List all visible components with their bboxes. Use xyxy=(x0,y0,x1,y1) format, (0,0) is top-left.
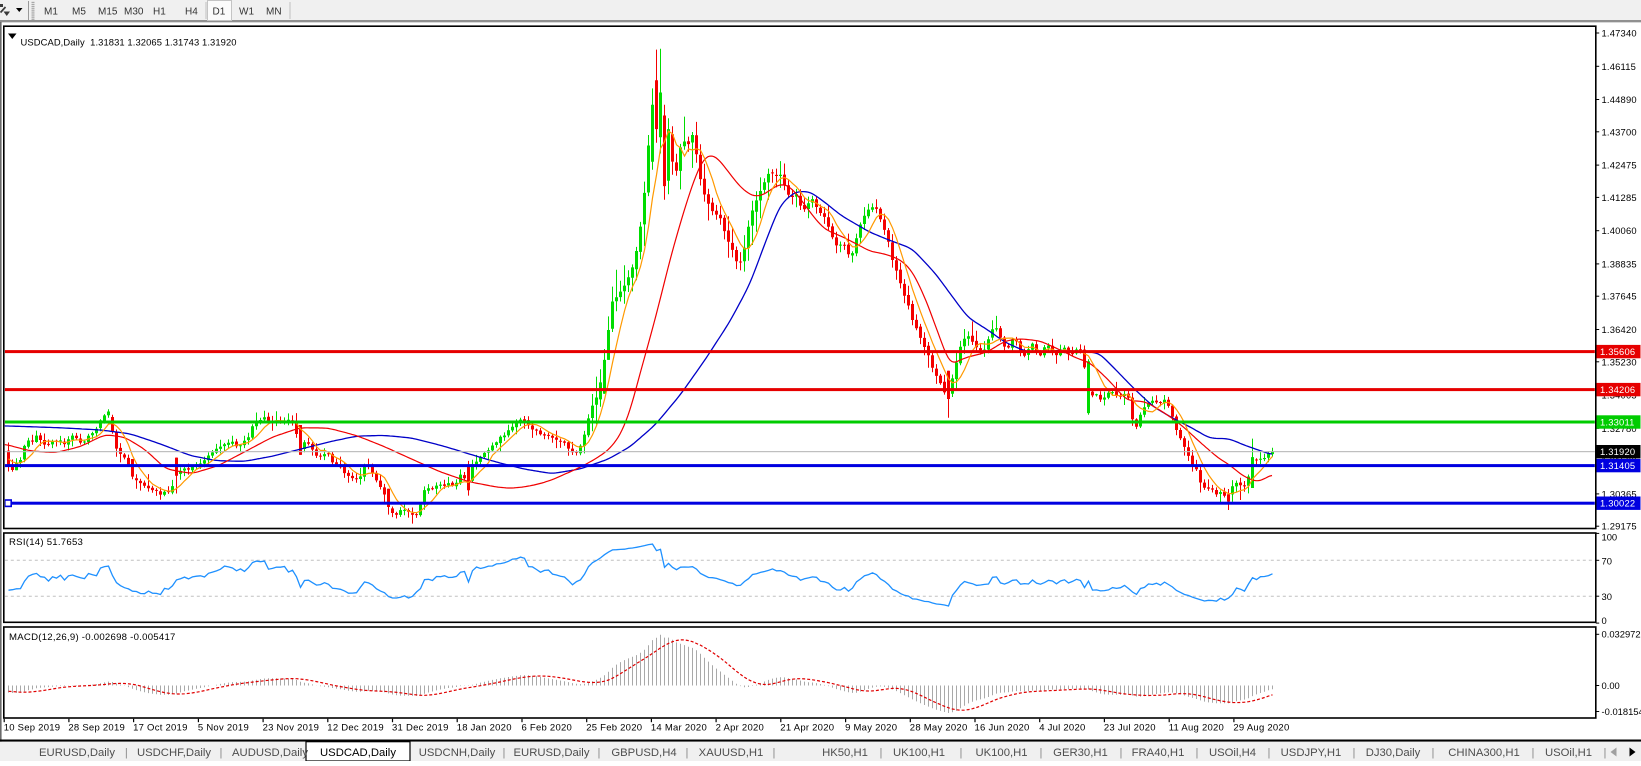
svg-text:|: | xyxy=(503,747,506,759)
svg-text:5 Nov 2019: 5 Nov 2019 xyxy=(198,723,249,734)
svg-text:6 Feb 2020: 6 Feb 2020 xyxy=(522,723,573,734)
svg-text:29 Aug 2020: 29 Aug 2020 xyxy=(1233,723,1289,734)
svg-text:1.38835: 1.38835 xyxy=(1602,258,1637,269)
svg-text:HK50,H1: HK50,H1 xyxy=(822,747,868,759)
svg-text:XAUUSD,H1: XAUUSD,H1 xyxy=(699,747,764,759)
svg-text:MN: MN xyxy=(266,7,282,18)
svg-text:UK100,H1: UK100,H1 xyxy=(893,747,945,759)
svg-text:1.37645: 1.37645 xyxy=(1602,291,1637,302)
svg-text:16 Jun 2020: 16 Jun 2020 xyxy=(975,723,1030,734)
svg-text:USDCAD,Daily: USDCAD,Daily xyxy=(320,747,396,759)
svg-text:1.47340: 1.47340 xyxy=(1602,28,1637,39)
svg-text:RSI(14) 51.7653: RSI(14) 51.7653 xyxy=(9,537,83,548)
svg-text:1.42475: 1.42475 xyxy=(1602,160,1637,171)
svg-text:|: | xyxy=(1532,747,1535,759)
svg-text:1.34206: 1.34206 xyxy=(1600,384,1635,395)
svg-text:W1: W1 xyxy=(239,7,254,18)
svg-text:1.33011: 1.33011 xyxy=(1600,417,1635,428)
svg-text:0.032972: 0.032972 xyxy=(1602,629,1641,640)
svg-text:|: | xyxy=(1604,747,1607,759)
svg-text:MACD(12,26,9) -0.002698 -0.005: MACD(12,26,9) -0.002698 -0.005417 xyxy=(9,632,176,643)
svg-text:23 Jul 2020: 23 Jul 2020 xyxy=(1104,723,1156,734)
svg-text:70: 70 xyxy=(1602,555,1612,566)
svg-text:1.36420: 1.36420 xyxy=(1602,324,1637,335)
svg-text:M5: M5 xyxy=(72,7,86,18)
svg-text:M30: M30 xyxy=(124,7,144,18)
svg-text:1.43700: 1.43700 xyxy=(1602,126,1637,137)
svg-text:14 Mar 2020: 14 Mar 2020 xyxy=(651,723,707,734)
svg-text:|: | xyxy=(1040,747,1043,759)
svg-text:|: | xyxy=(880,747,883,759)
svg-text:10 Sep 2019: 10 Sep 2019 xyxy=(4,723,61,734)
svg-text:30: 30 xyxy=(1602,591,1612,602)
svg-text:1.44890: 1.44890 xyxy=(1602,94,1637,105)
svg-text:H4: H4 xyxy=(185,7,198,18)
svg-text:21 Apr 2020: 21 Apr 2020 xyxy=(780,723,834,734)
svg-text:EURUSD,Daily: EURUSD,Daily xyxy=(39,747,115,759)
svg-text:|: | xyxy=(1196,747,1199,759)
svg-text:|: | xyxy=(125,747,128,759)
svg-text:1.29175: 1.29175 xyxy=(1602,521,1637,532)
svg-text:1.31920: 1.31920 xyxy=(1600,446,1635,457)
svg-text:1.40060: 1.40060 xyxy=(1602,225,1637,236)
svg-text:11 Aug 2020: 11 Aug 2020 xyxy=(1169,723,1224,734)
svg-text:USDJPY,H1: USDJPY,H1 xyxy=(1281,747,1342,759)
svg-text:H1: H1 xyxy=(153,7,166,18)
svg-text:28 May 2020: 28 May 2020 xyxy=(910,723,968,734)
svg-text:M1: M1 xyxy=(44,7,58,18)
svg-text:25 Feb 2020: 25 Feb 2020 xyxy=(586,723,642,734)
svg-text:31 Dec 2019: 31 Dec 2019 xyxy=(392,723,449,734)
svg-text:|: | xyxy=(1432,747,1435,759)
svg-text:17 Oct 2019: 17 Oct 2019 xyxy=(133,723,188,734)
svg-text:USDCNH,Daily: USDCNH,Daily xyxy=(419,747,496,759)
svg-text:4 Jul 2020: 4 Jul 2020 xyxy=(1039,723,1085,734)
svg-text:1.31405: 1.31405 xyxy=(1600,460,1635,471)
svg-text:18 Jan 2020: 18 Jan 2020 xyxy=(457,723,512,734)
svg-text:0: 0 xyxy=(1602,615,1607,626)
svg-text:DJ30,Daily: DJ30,Daily xyxy=(1366,747,1421,759)
svg-text:USOil,H1: USOil,H1 xyxy=(1545,747,1592,759)
svg-text:USDCHF,Daily: USDCHF,Daily xyxy=(137,747,211,759)
svg-text:|: | xyxy=(1353,747,1356,759)
svg-text:D1: D1 xyxy=(213,7,226,18)
svg-text:EURUSD,Daily: EURUSD,Daily xyxy=(514,747,590,759)
svg-text:|: | xyxy=(1120,747,1123,759)
svg-text:12 Dec 2019: 12 Dec 2019 xyxy=(327,723,384,734)
svg-text:|: | xyxy=(598,747,601,759)
svg-text:UK100,H1: UK100,H1 xyxy=(975,747,1027,759)
svg-text:1.30022: 1.30022 xyxy=(1600,498,1635,509)
svg-text:9 May 2020: 9 May 2020 xyxy=(845,723,897,734)
svg-text:100: 100 xyxy=(1602,531,1618,542)
svg-text:2 Apr 2020: 2 Apr 2020 xyxy=(716,723,764,734)
svg-text:|: | xyxy=(1268,747,1271,759)
svg-text:23 Nov 2019: 23 Nov 2019 xyxy=(263,723,320,734)
svg-text:|: | xyxy=(773,747,776,759)
svg-text:0.00: 0.00 xyxy=(1602,680,1620,691)
svg-text:28 Sep 2019: 28 Sep 2019 xyxy=(68,723,125,734)
svg-text:GER30,H1: GER30,H1 xyxy=(1053,747,1108,759)
svg-text:1.35606: 1.35606 xyxy=(1600,346,1635,357)
svg-text:M15: M15 xyxy=(98,7,118,18)
svg-text:GBPUSD,H4: GBPUSD,H4 xyxy=(611,747,676,759)
svg-text:|: | xyxy=(960,747,963,759)
svg-text:1.41285: 1.41285 xyxy=(1602,192,1637,203)
svg-text:USDCAD,Daily 1.31831 1.32065: USDCAD,Daily 1.31831 1.32065 1.31743 1.3… xyxy=(21,37,237,48)
svg-text:AUDUSD,Daily: AUDUSD,Daily xyxy=(232,747,308,759)
svg-text:1.46115: 1.46115 xyxy=(1602,61,1637,72)
svg-text:CHINA300,H1: CHINA300,H1 xyxy=(1448,747,1520,759)
svg-text:|: | xyxy=(220,747,223,759)
svg-text:FRA40,H1: FRA40,H1 xyxy=(1132,747,1185,759)
svg-text:USOil,H4: USOil,H4 xyxy=(1209,747,1256,759)
svg-text:-0.018154: -0.018154 xyxy=(1602,706,1641,717)
svg-text:|: | xyxy=(686,747,689,759)
